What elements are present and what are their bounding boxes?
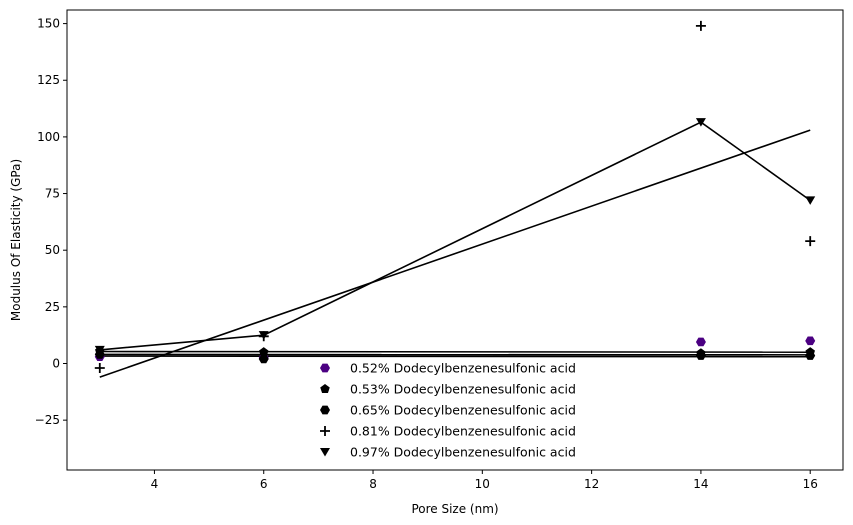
legend-marker <box>320 405 330 415</box>
legend-marker <box>320 426 330 436</box>
x-tick-label: 8 <box>369 477 377 491</box>
legend-entry: 0.81% Dodecylbenzenesulfonic acid <box>350 424 576 439</box>
data-point <box>695 351 706 360</box>
trend-line <box>99 355 811 358</box>
x-tick-label: 10 <box>475 477 490 491</box>
x-axis-label: Pore Size (nm) <box>411 502 498 516</box>
legend-entry: 0.53% Dodecylbenzenesulfonic acid <box>350 382 576 397</box>
y-tick-label: 0 <box>52 356 60 370</box>
data-point <box>258 347 269 357</box>
data-point <box>805 351 816 360</box>
data-point <box>94 350 105 359</box>
data-points <box>94 20 816 374</box>
data-point <box>94 363 105 374</box>
x-tick-label: 4 <box>151 477 159 491</box>
plot-frame <box>66 9 844 471</box>
data-point <box>805 196 816 205</box>
data-point <box>695 337 706 347</box>
data-point <box>94 345 105 355</box>
legend-marker <box>320 363 330 373</box>
series-lines <box>99 121 811 378</box>
axes: 4 6 8 10 12 14 16 −25 0 25 50 75 100 125 150 <box>35 17 818 491</box>
y-tick-label: 125 <box>37 73 60 87</box>
data-point <box>695 20 706 31</box>
data-point <box>258 331 269 340</box>
x-tick-label: 12 <box>584 477 599 491</box>
y-axis-label: Modulus Of Elasticity (GPa) <box>9 159 23 321</box>
y-tick-label: 50 <box>45 243 60 257</box>
y-tick-label: −25 <box>35 413 60 427</box>
x-tick-label: 16 <box>803 477 818 491</box>
legend-entry: 0.97% Dodecylbenzenesulfonic acid <box>350 445 576 460</box>
y-tick-label: 150 <box>37 17 60 31</box>
y-tick-label: 100 <box>37 130 60 144</box>
y-tick-label: 25 <box>45 300 60 314</box>
legend-marker <box>320 384 330 394</box>
data-point <box>805 336 816 346</box>
series-line <box>99 121 811 351</box>
legend-entry: 0.65% Dodecylbenzenesulfonic acid <box>350 403 576 418</box>
data-point <box>695 118 706 127</box>
legend-entry: 0.52% Dodecylbenzenesulfonic acid <box>350 361 576 376</box>
data-point <box>258 354 269 364</box>
legend-marker <box>320 448 330 457</box>
x-tick-label: 14 <box>693 477 708 491</box>
y-tick-label: 75 <box>45 187 60 201</box>
trend-line <box>99 350 811 353</box>
data-point <box>805 236 816 247</box>
x-tick-label: 6 <box>260 477 268 491</box>
trend-line <box>99 129 811 378</box>
legend: 0.52% Dodecylbenzenesulfonic acid 0.53% D… <box>320 361 576 460</box>
